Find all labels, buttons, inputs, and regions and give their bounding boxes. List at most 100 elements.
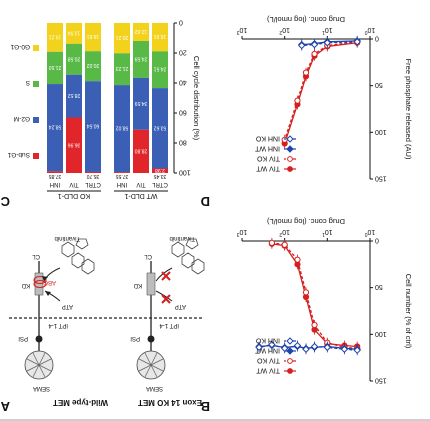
panel-b-y-axis-label: Cell number (% of ctrl) [404,274,413,349]
panel-c-bar-segment [114,23,130,54]
panel-c-bar-segment [133,41,149,78]
panel-c-y-tick-label: 60 [179,109,187,116]
panel-c-segment-label: 58.02 [116,125,129,131]
tivantinib-molecule-wt [61,238,95,275]
panel-c-bar-segment [66,23,82,44]
panel-c-bar-segment [47,84,63,172]
panel-b-x-tick-label: 100 [364,228,375,237]
panel-d-x-axis-label: Drug conc. (log nmol/L) [267,15,345,24]
panel-c-legend-swatch [33,153,39,159]
exon14-ko-title: Exon 14 KO MET [137,398,202,407]
panel-c-legend-swatch [33,45,39,51]
panel-b-data-point [310,342,319,351]
psi-dot-wt [35,335,43,343]
kinase-domain-ko [146,272,156,296]
panel-c-segment-label: 18.91 [154,33,167,39]
panel-d-x-tick-label: 103 [236,26,247,35]
psi-label-wt: PSI [18,335,28,341]
panel-c-y-tick-label: 20 [179,49,187,56]
kd-label-ko: KD [133,282,142,288]
panel-c-bar-segment [85,81,101,172]
panel-c-group-title: KO DLD-1 [58,192,90,199]
panel-d-series-line [284,42,358,144]
panel-c-segment-label: 20.21 [116,34,129,40]
atp-label-ko: ATP [174,303,186,309]
panel-d-legend-marker [286,135,294,143]
panel-b-data-point [323,343,332,352]
panel-c-segment-label: 28.52 [68,92,81,98]
panel-c-bar-segment [152,51,168,89]
panel-c-segment-label: 21.23 [116,65,129,71]
tivantinib-molecule-ko [171,238,205,275]
atp-label-wt: ATP [61,303,73,309]
panel-c-segment-label: 2.98 [155,167,165,173]
wild-type-construct [24,238,95,380]
panel-c-bar-segment [47,171,63,173]
kd-label-wt: KD [21,282,30,288]
panel-d-data-point [294,97,301,104]
panel-c-bar-segment [85,23,101,52]
psi-dot-ko [147,335,155,343]
panel-b-legend-marker [287,358,293,364]
panel-d-letter: D [200,194,210,209]
panel-d-legend-marker [287,166,293,172]
panel-b-data-point [302,289,310,296]
blocked-x-mark-1 [161,271,171,281]
exon14-ko-construct [136,238,205,380]
abc-label: ABC [43,279,56,285]
panel-b-data-point [311,321,318,329]
panel-b-y-tick-label: 0 [375,237,379,244]
panel-c-segment-label: 58.24 [49,124,62,130]
panel-c-segment-label: 12.02 [135,28,148,34]
panel-c-top-label: 37.55 [116,173,129,179]
panel-c-category-label: TIV [136,181,145,187]
panel-d-series-line [301,41,358,47]
panel-b-data-point [268,340,276,349]
panel-d-legend-marker [287,156,293,162]
panel-c-bar-segment [85,171,101,173]
panel-c-y-tick-label: 0 [179,19,183,26]
panel-c-segment-label: 20.58 [68,55,81,61]
sema-domain-wt [24,350,54,380]
panel-c-chart: 0 20 40 60 80 100 Cell cycle distribution (%) 1… [7,19,201,200]
panel-c-category-label: CTRL [85,181,101,187]
tivantinib-label-ko: Tivantinib [169,235,195,241]
panel-d-legend-marker [286,145,294,153]
panel-d-y-tick-label: 100 [375,128,387,135]
panel-b-data-point [281,241,288,248]
panel-c-bar-segment [114,53,130,86]
panel-c-y-axis-label: Cell cycle distribution (%) [192,56,201,141]
panel-d-legend-label: TIV KO [256,155,280,162]
panel-d-data-point [298,41,306,50]
panel-c-segment-label: 60.54 [87,123,100,129]
panel-c-top-label: 37.85 [49,173,62,179]
tivantinib-label-wt: Tivantinib [54,235,80,241]
panel-c-category-label: CTRL [152,181,168,187]
panel-b-legend-label: INH KO [255,337,280,344]
panel-b-letter: B [200,399,210,414]
panel-c-segment-label: 34.59 [135,100,148,106]
panel-b-data-point [353,346,361,354]
panel-b-x-axis-label: Drug conc. (log nmol/L) [267,217,345,226]
panel-b-data-point [293,341,302,350]
panel-d-x-tick-label: 101 [322,26,333,35]
sema-label-wt: SEMA [32,385,50,391]
panel-c-bar-segment [133,129,149,173]
panel-c-segment-label: 19.21 [49,33,62,39]
panel-d-data-point [353,38,361,46]
panel-c-bar-segment [152,168,168,173]
psi-label-ko: PSI [130,335,140,341]
panel-d-data-point [311,50,318,58]
panel-c-category-label: INH [50,181,60,187]
panel-b-x-tick-label: 102 [279,228,290,237]
panel-b-legend-label: TIV WT [256,367,280,374]
panel-d-y-tick-label: 50 [375,81,383,88]
panel-d-legend-label: TIV WT [256,165,280,172]
panel-d-y-tick-label: 150 [375,175,387,182]
blocked-x-mark-2 [161,294,171,304]
panel-b-y-tick-label: 150 [375,377,387,384]
panel-d-data-point [310,40,319,49]
panel-a-diagram [8,238,205,380]
panel-b-legend-label: TIV KO [256,357,280,364]
panel-c-segment-label: 20.02 [87,62,100,68]
